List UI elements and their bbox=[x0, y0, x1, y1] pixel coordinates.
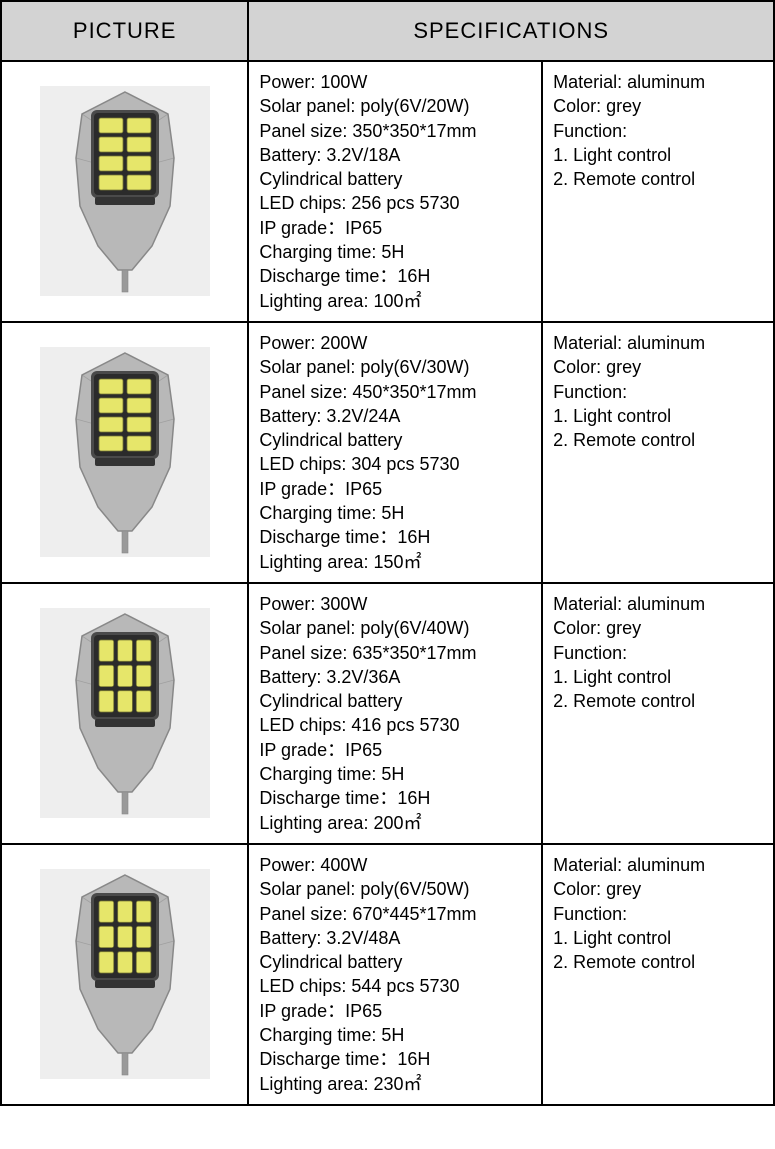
spec-line: Solar panel: poly(6V/50W) bbox=[259, 877, 531, 901]
product-image bbox=[40, 86, 210, 296]
spec-cell-primary: Power: 100WSolar panel: poly(6V/20W)Pane… bbox=[248, 61, 542, 322]
spec-cell-primary: Power: 400WSolar panel: poly(6V/50W)Pane… bbox=[248, 844, 542, 1105]
spec-line: Cylindrical battery bbox=[259, 428, 531, 452]
spec-line: Power: 100W bbox=[259, 70, 531, 94]
product-image bbox=[40, 608, 210, 818]
spec-line: Charging time: 5H bbox=[259, 240, 531, 264]
product-image bbox=[40, 869, 210, 1079]
spec-line: IP grade：IP65 bbox=[259, 738, 531, 762]
table-row: Power: 400WSolar panel: poly(6V/50W)Pane… bbox=[1, 844, 774, 1105]
spec-line: 2. Remote control bbox=[553, 167, 763, 191]
spec-line: Function: bbox=[553, 380, 763, 404]
spec-line: Battery: 3.2V/18A bbox=[259, 143, 531, 167]
spec-line: Material: aluminum bbox=[553, 592, 763, 616]
picture-cell bbox=[1, 583, 248, 844]
spec-cell-secondary: Material: aluminumColor: greyFunction:1.… bbox=[542, 583, 774, 844]
spec-line: LED chips: 544 pcs 5730 bbox=[259, 974, 531, 998]
spec-line: IP grade：IP65 bbox=[259, 216, 531, 240]
spec-line: Charging time: 5H bbox=[259, 1023, 531, 1047]
spec-line: Discharge time：16H bbox=[259, 1047, 531, 1071]
spec-line: Lighting area: 150㎡ bbox=[259, 550, 531, 574]
spec-line: Color: grey bbox=[553, 355, 763, 379]
spec-line: 1. Light control bbox=[553, 143, 763, 167]
spec-cell-secondary: Material: aluminumColor: greyFunction:1.… bbox=[542, 61, 774, 322]
picture-cell bbox=[1, 322, 248, 583]
spec-line: LED chips: 304 pcs 5730 bbox=[259, 452, 531, 476]
spec-line: Panel size: 670*445*17mm bbox=[259, 902, 531, 926]
spec-line: Color: grey bbox=[553, 616, 763, 640]
spec-line: IP grade：IP65 bbox=[259, 999, 531, 1023]
spec-line: LED chips: 416 pcs 5730 bbox=[259, 713, 531, 737]
spec-line: Function: bbox=[553, 902, 763, 926]
spec-line: Lighting area: 230㎡ bbox=[259, 1072, 531, 1096]
spec-line: Solar panel: poly(6V/30W) bbox=[259, 355, 531, 379]
spec-line: Charging time: 5H bbox=[259, 501, 531, 525]
product-image bbox=[40, 347, 210, 557]
spec-line: Material: aluminum bbox=[553, 853, 763, 877]
spec-line: Lighting area: 100㎡ bbox=[259, 289, 531, 313]
table-row: Power: 200WSolar panel: poly(6V/30W)Pane… bbox=[1, 322, 774, 583]
spec-line: LED chips: 256 pcs 5730 bbox=[259, 191, 531, 215]
spec-line: Discharge time：16H bbox=[259, 525, 531, 549]
header-specifications: SPECIFICATIONS bbox=[248, 1, 774, 61]
spec-line: Cylindrical battery bbox=[259, 167, 531, 191]
table-row: Power: 100WSolar panel: poly(6V/20W)Pane… bbox=[1, 61, 774, 322]
spec-cell-secondary: Material: aluminumColor: greyFunction:1.… bbox=[542, 844, 774, 1105]
spec-line: Battery: 3.2V/24A bbox=[259, 404, 531, 428]
spec-line: Cylindrical battery bbox=[259, 689, 531, 713]
spec-line: Color: grey bbox=[553, 94, 763, 118]
spec-line: Function: bbox=[553, 119, 763, 143]
spec-line: 2. Remote control bbox=[553, 428, 763, 452]
spec-line: Panel size: 450*350*17mm bbox=[259, 380, 531, 404]
spec-line: Power: 400W bbox=[259, 853, 531, 877]
spec-line: Color: grey bbox=[553, 877, 763, 901]
spec-line: Battery: 3.2V/36A bbox=[259, 665, 531, 689]
spec-line: Discharge time：16H bbox=[259, 264, 531, 288]
spec-line: Battery: 3.2V/48A bbox=[259, 926, 531, 950]
spec-line: 2. Remote control bbox=[553, 950, 763, 974]
spec-table: PICTURE SPECIFICATIONS Power: 100WSolar … bbox=[0, 0, 775, 1106]
header-picture: PICTURE bbox=[1, 1, 248, 61]
spec-line: Cylindrical battery bbox=[259, 950, 531, 974]
spec-line: Charging time: 5H bbox=[259, 762, 531, 786]
spec-line: Function: bbox=[553, 641, 763, 665]
spec-line: Panel size: 635*350*17mm bbox=[259, 641, 531, 665]
spec-cell-primary: Power: 300WSolar panel: poly(6V/40W)Pane… bbox=[248, 583, 542, 844]
spec-line: Power: 300W bbox=[259, 592, 531, 616]
spec-line: Power: 200W bbox=[259, 331, 531, 355]
spec-cell-primary: Power: 200WSolar panel: poly(6V/30W)Pane… bbox=[248, 322, 542, 583]
spec-line: Solar panel: poly(6V/40W) bbox=[259, 616, 531, 640]
spec-line: 1. Light control bbox=[553, 665, 763, 689]
table-row: Power: 300WSolar panel: poly(6V/40W)Pane… bbox=[1, 583, 774, 844]
spec-line: IP grade：IP65 bbox=[259, 477, 531, 501]
spec-line: 1. Light control bbox=[553, 926, 763, 950]
spec-line: Lighting area: 200㎡ bbox=[259, 811, 531, 835]
spec-line: Panel size: 350*350*17mm bbox=[259, 119, 531, 143]
spec-line: Material: aluminum bbox=[553, 331, 763, 355]
table-header-row: PICTURE SPECIFICATIONS bbox=[1, 1, 774, 61]
picture-cell bbox=[1, 844, 248, 1105]
spec-line: Discharge time：16H bbox=[259, 786, 531, 810]
picture-cell bbox=[1, 61, 248, 322]
spec-line: Solar panel: poly(6V/20W) bbox=[259, 94, 531, 118]
spec-cell-secondary: Material: aluminumColor: greyFunction:1.… bbox=[542, 322, 774, 583]
spec-line: 1. Light control bbox=[553, 404, 763, 428]
spec-line: Material: aluminum bbox=[553, 70, 763, 94]
spec-line: 2. Remote control bbox=[553, 689, 763, 713]
